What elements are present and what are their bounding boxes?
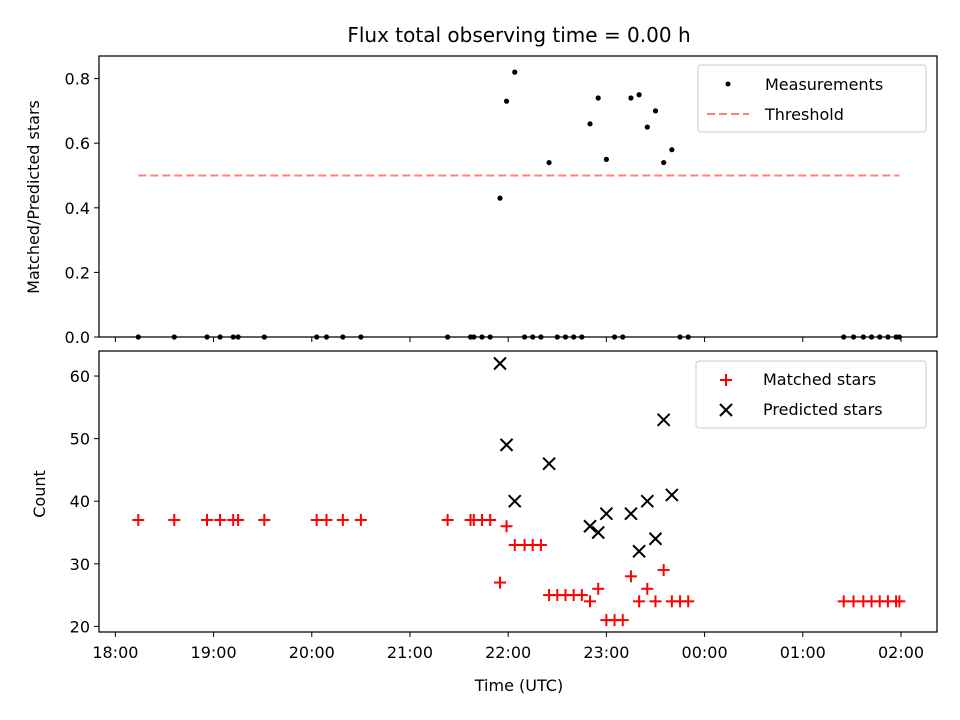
series-matched-stars: [132, 513, 906, 627]
bottom-y-tick-label: 20: [70, 617, 90, 636]
matched-stars-point: [649, 595, 662, 608]
predicted-stars-point: [599, 507, 614, 521]
matched-stars-point: [320, 513, 333, 526]
measurement-point: [512, 69, 518, 75]
measurement-point: [595, 95, 601, 101]
measurement-point: [497, 195, 503, 201]
matched-stars-point: [232, 513, 245, 526]
bottom-y-tick-label: 50: [70, 430, 90, 449]
matched-stars-point: [258, 513, 271, 526]
matched-stars-point: [624, 570, 637, 583]
matched-stars-point: [682, 595, 695, 608]
predicted-stars-point: [640, 494, 655, 508]
matched-stars-point: [201, 513, 214, 526]
legend-predicted-label: Predicted stars: [763, 400, 883, 419]
measurement-point: [636, 92, 642, 98]
predicted-stars-point: [648, 532, 663, 546]
bottom-plot-area: [132, 356, 906, 627]
top-axes-ticks: 0.0 0.2 0.4 0.6 0.8: [65, 70, 902, 347]
bottom-y-tick-label: 30: [70, 555, 90, 574]
bottom-axes-ticks: 20 30 40 50 60 18:00 19:00 20:00 21:00 22:00 23:00…: [70, 367, 924, 662]
bottom-x-tick-label: 19:00: [191, 643, 237, 662]
predicted-stars-point: [493, 356, 507, 371]
bottom-y-tick-label: 60: [70, 367, 90, 386]
bottom-legend: Matched stars Predicted stars: [695, 360, 927, 429]
bottom-x-tick-label: 22:00: [485, 643, 531, 662]
bottom-x-tick-label: 23:00: [583, 643, 629, 662]
top-y-axis-label: Matched/Predicted stars: [24, 100, 43, 294]
matched-stars-point: [657, 564, 670, 577]
predicted-stars-point: [624, 507, 638, 521]
bottom-x-tick-label: 18:00: [92, 643, 138, 662]
matched-stars-point: [132, 513, 145, 526]
matched-stars-point: [336, 513, 349, 526]
matched-stars-point: [616, 614, 629, 627]
measurement-point: [503, 98, 510, 104]
bottom-axes-frame: [98, 350, 938, 633]
measurement-point: [661, 159, 667, 166]
bottom-x-tick-label: 00:00: [682, 643, 728, 662]
top-y-tick-label: 0.0: [65, 328, 90, 347]
bottom-panel: 20 30 40 50 60 18:00 19:00 20:00 21:00 22:00 23:00…: [30, 350, 938, 695]
top-y-tick-label: 0.8: [65, 70, 90, 89]
top-y-tick-label: 0.6: [65, 134, 90, 153]
chart-title: Flux total observing time = 0.00 h: [347, 23, 690, 47]
measurement-point: [644, 124, 650, 130]
matched-stars-point: [214, 513, 227, 526]
matched-stars-point: [493, 576, 506, 589]
matched-stars-point: [354, 513, 367, 526]
predicted-stars-point: [591, 525, 605, 540]
matched-stars-point: [633, 595, 646, 608]
bottom-legend-box: [695, 360, 927, 429]
matched-stars-point: [484, 513, 497, 526]
legend-measurements-label: Measurements: [765, 75, 883, 94]
matched-stars-point: [592, 582, 605, 595]
predicted-stars-point: [583, 519, 597, 533]
top-y-tick-label: 0.2: [65, 263, 90, 282]
measurement-point: [603, 156, 609, 162]
top-legend: Measurements Threshold: [697, 64, 927, 133]
legend-matched-label: Matched stars: [763, 370, 876, 389]
top-legend-box: [697, 64, 927, 133]
matched-stars-point: [575, 589, 588, 602]
measurement-point: [652, 108, 659, 114]
predicted-stars-point: [499, 438, 514, 452]
bottom-x-tick-label: 21:00: [387, 643, 433, 662]
measurement-point: [546, 159, 552, 166]
legend-threshold-label: Threshold: [764, 105, 844, 124]
bottom-y-axis-label: Count: [30, 470, 49, 518]
top-panel: Flux total observing time = 0.00 h 0.00.…: [24, 23, 938, 347]
predicted-stars-point: [508, 494, 522, 508]
measurement-point: [628, 95, 634, 101]
predicted-stars-point: [542, 456, 556, 471]
predicted-stars-point: [632, 544, 646, 558]
bottom-x-axis-label: Time (UTC): [474, 676, 563, 695]
legend-predicted-marker: [719, 403, 733, 417]
matched-stars-point: [168, 513, 181, 526]
bottom-y-tick-label: 40: [70, 492, 90, 511]
matched-stars-point: [441, 513, 454, 526]
top-axes-frame: [98, 55, 938, 338]
matched-stars-point: [641, 582, 654, 595]
predicted-stars-point: [656, 413, 671, 427]
matched-stars-point: [534, 539, 547, 552]
measurement-point: [587, 121, 593, 127]
bottom-x-tick-label: 01:00: [780, 643, 826, 662]
measurement-point: [669, 147, 675, 153]
legend-measurements-marker: [725, 81, 731, 87]
matched-stars-point: [584, 595, 597, 608]
predicted-stars-point: [665, 488, 679, 502]
top-y-tick-label: 0.4: [65, 199, 90, 218]
series-predicted-stars: [493, 356, 679, 558]
bottom-x-tick-label: 20:00: [289, 643, 335, 662]
matched-stars-point: [893, 595, 906, 608]
matched-stars-point: [500, 520, 513, 533]
legend-matched-marker: [720, 374, 732, 386]
bottom-x-tick-label: 02:00: [878, 643, 924, 662]
